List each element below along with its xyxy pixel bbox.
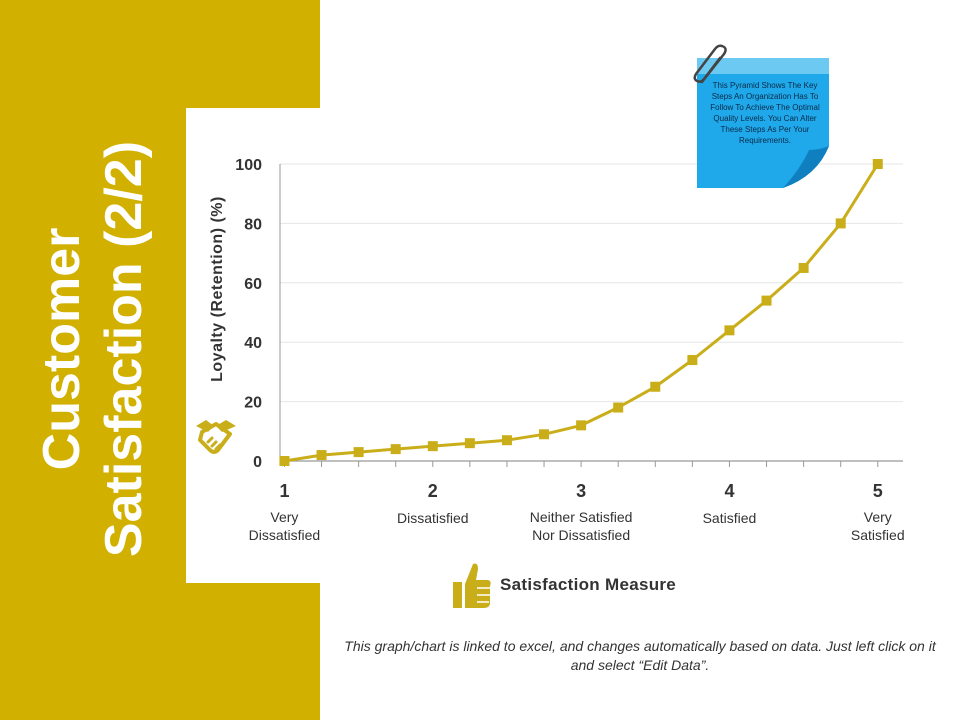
data-point-10: [650, 381, 661, 392]
data-point-6: [501, 435, 512, 446]
y-tick-label-0: 0: [253, 454, 262, 471]
y-tick-labels: 0 20 40 60 80 100: [235, 157, 262, 471]
data-point-14: [798, 262, 809, 273]
data-point-1: [316, 450, 327, 461]
y-axis-label: Loyalty (Retention) (%): [209, 196, 226, 382]
x-tick-label-1: 2: [428, 481, 438, 501]
data-point-4: [427, 441, 438, 452]
data-point-0: [279, 456, 290, 466]
data-point-16: [872, 159, 883, 169]
data-point-13: [761, 295, 772, 306]
category-name-0: Very Dissatisfied: [248, 509, 321, 543]
thumbs-up-icon: [453, 563, 491, 608]
sticky-note: [697, 58, 829, 188]
data-point-8: [576, 420, 587, 431]
paperclip-icon: [693, 44, 727, 84]
x-tick-label-2: 3: [576, 481, 586, 501]
category-name-3: Satisfied: [702, 510, 757, 526]
chart-grid: [280, 163, 903, 403]
x-tick-label-0: 1: [279, 481, 289, 501]
x-axis-label: Satisfaction Measure: [500, 575, 677, 594]
y-tick-label-3: 60: [244, 276, 262, 293]
series-line: [284, 163, 880, 463]
y-tick-label-1: 20: [244, 395, 262, 412]
data-point-12: [724, 325, 735, 336]
data-point-9: [613, 402, 624, 413]
y-tick-label-4: 80: [244, 216, 262, 233]
data-point-15: [835, 218, 846, 229]
x-tick-label-3: 4: [724, 481, 734, 501]
handshake-icon: [196, 420, 236, 454]
category-name-1: Dissatisfied: [396, 510, 469, 526]
x-tick-label-4: 5: [873, 481, 883, 501]
sticky-note-text: This Pyramid Shows The Key Steps An Orga…: [710, 81, 820, 145]
y-tick-label-5: 100: [235, 157, 262, 174]
data-point-5: [464, 438, 475, 449]
chart-series: [279, 159, 883, 466]
category-name-4: Very Satisfied: [850, 509, 905, 543]
x-tick-labels: 1 2 3 4 5: [279, 481, 882, 501]
y-tick-label-2: 40: [244, 335, 262, 352]
chart-card-background: [186, 108, 426, 583]
data-point-7: [539, 429, 550, 440]
category-name-2: Neither Satisfied Nor Dissatisfied: [529, 509, 633, 543]
data-point-2: [353, 447, 364, 458]
data-point-11: [687, 355, 698, 366]
footer-note: This graph/chart is linked to excel, and…: [344, 638, 936, 673]
data-point-3: [390, 444, 401, 455]
